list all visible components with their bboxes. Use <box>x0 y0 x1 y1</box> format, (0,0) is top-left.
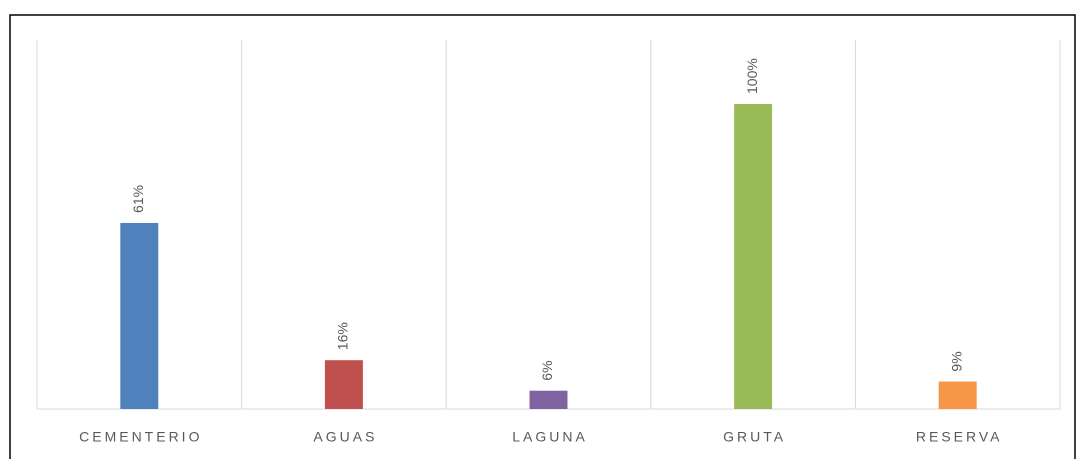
bar <box>529 390 568 409</box>
chart-frame <box>9 14 1076 459</box>
x-tick-label: RESERVA <box>916 429 1003 445</box>
bar <box>324 360 363 409</box>
value-label: 100% <box>744 58 760 94</box>
bar <box>938 381 977 409</box>
x-tick-label: AGUAS <box>313 429 377 445</box>
bar <box>734 104 773 409</box>
bar <box>120 222 159 409</box>
x-tick-label: CEMENTERIO <box>79 429 202 445</box>
value-label: 6% <box>539 360 555 380</box>
x-tick-label: GRUTA <box>723 429 786 445</box>
value-label: 9% <box>948 351 964 371</box>
value-label: 16% <box>335 322 351 350</box>
x-tick-label: LAGUNA <box>512 429 588 445</box>
value-label: 61% <box>130 185 146 213</box>
